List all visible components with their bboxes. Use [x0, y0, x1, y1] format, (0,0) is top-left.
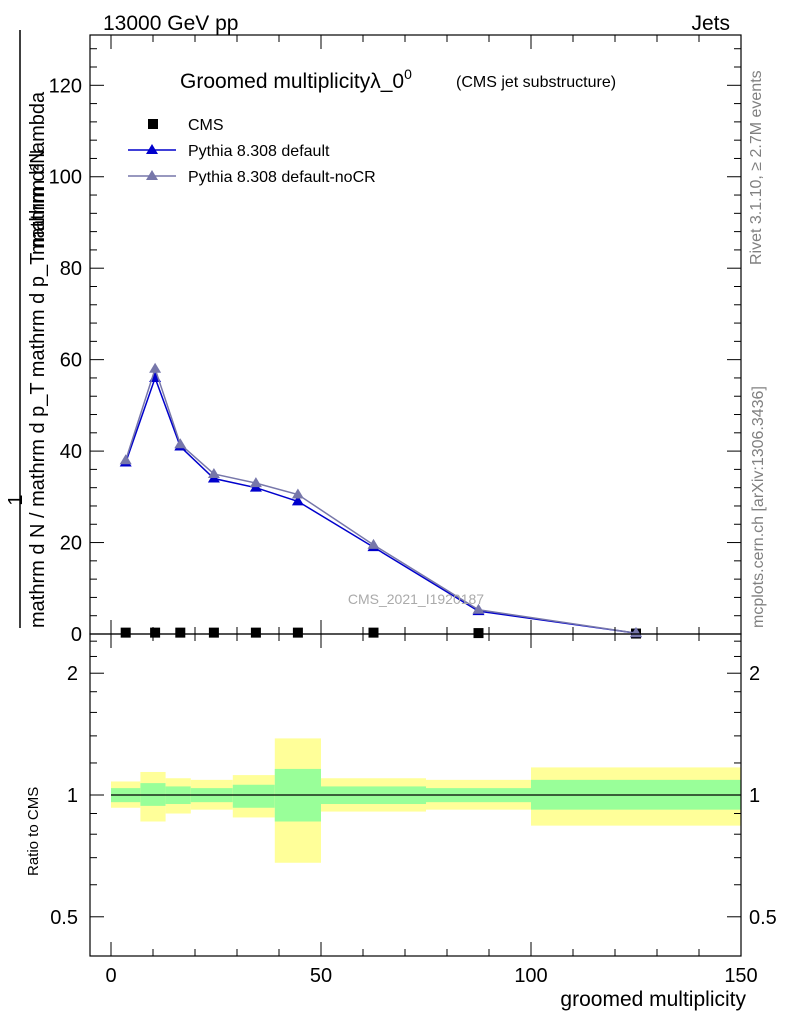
ratio-ytick-label-right: 1 — [749, 785, 760, 807]
ratio-ytick-label-right: 0.5 — [749, 907, 777, 929]
x-tick-label: 50 — [310, 965, 332, 987]
plot-subtitle: (CMS jet substructure) — [456, 74, 616, 91]
mcplots-label: mcplots.cern.ch [arXiv:1306.3436] — [750, 386, 767, 628]
ratio-plot-ticks: 0.5 0.5 1 1 2 2 0 50 100 150 — [50, 634, 777, 987]
ratio-ytick-label-right: 2 — [749, 663, 760, 685]
main-plot: 0 20 40 60 80 100 120 Groomed multiplicityλ_00… — [5, 30, 742, 646]
legend: CMS Pythia 8.308 default Pythia 8.308 de… — [128, 117, 376, 186]
data-point-cms — [208, 627, 219, 638]
legend-label-default: Pythia 8.308 default — [188, 143, 330, 160]
series-point-2 — [119, 454, 132, 465]
ratio-plot-bands — [111, 738, 741, 863]
data-point-cms — [473, 628, 484, 639]
category-label: Jets — [691, 12, 730, 35]
x-tick-label: 0 — [105, 965, 116, 987]
data-point-cms — [175, 627, 186, 638]
series-point-2 — [367, 538, 380, 549]
main-ytick-label: 60 — [60, 350, 82, 372]
legend-marker-cms — [148, 119, 158, 129]
ratio-ytick-label-left: 0.5 — [50, 907, 78, 929]
legend-label-cms: CMS — [188, 117, 224, 134]
rivet-label: Rivet 3.1.10, ≥ 2.7M events — [748, 70, 765, 265]
data-point-cms — [292, 627, 303, 638]
series-point-2 — [249, 477, 262, 488]
main-ytick-label: 120 — [49, 75, 82, 97]
legend-label-nocr: Pythia 8.308 default-noCR — [188, 169, 376, 186]
data-point-cms — [120, 627, 131, 638]
main-plot-ticks: 0 20 40 60 80 100 120 — [49, 35, 742, 646]
series-point-2 — [149, 362, 162, 373]
y-axis-label-prefix: 1 — [5, 494, 27, 505]
ratio-plot: 0.5 0.5 1 1 2 2 0 50 100 150 Ratio to CMS groomed… — [25, 633, 777, 1011]
data-point-cms — [150, 627, 161, 638]
main-ytick-label: 100 — [49, 167, 82, 189]
ratio-stat-band — [232, 784, 275, 808]
y-axis-label-numerator: mathrm d²N — [27, 149, 49, 255]
series-point-2 — [174, 438, 187, 449]
y-axis-label-denominator: mathrm d N / mathrm d p_T mathrm d p_T m… — [27, 91, 49, 628]
energy-label: 13000 GeV pp — [103, 12, 238, 35]
legend-marker-default — [146, 144, 158, 154]
plot-title-superscript: 0 — [404, 66, 412, 82]
ratio-y-axis-label: Ratio to CMS — [25, 787, 42, 876]
main-ytick-label: 80 — [60, 258, 82, 280]
data-point-cms — [250, 627, 261, 638]
series-point-2 — [207, 467, 220, 478]
x-tick-label: 100 — [514, 965, 547, 987]
main-ytick-label: 20 — [60, 533, 82, 555]
legend-marker-nocr — [146, 170, 158, 180]
series-point-2 — [291, 488, 304, 499]
plot-title: Groomed multiplicityλ_00 — [180, 66, 412, 93]
ratio-ytick-label-left: 2 — [67, 663, 78, 685]
series-point-2 — [472, 603, 485, 614]
analysis-watermark: CMS_2021_I1920187 — [348, 591, 484, 607]
x-axis-label: groomed multiplicity — [560, 988, 746, 1011]
x-tick-label: 150 — [724, 965, 757, 987]
data-point-cms — [368, 627, 379, 638]
y-axis-label: 1 mathrm d²N mathrm d N / mathrm d p_T m… — [5, 30, 49, 628]
series-point-1 — [291, 495, 304, 506]
ratio-ytick-label-left: 1 — [67, 785, 78, 807]
main-ytick-label: 0 — [71, 624, 82, 646]
main-ytick-label: 40 — [60, 441, 82, 463]
